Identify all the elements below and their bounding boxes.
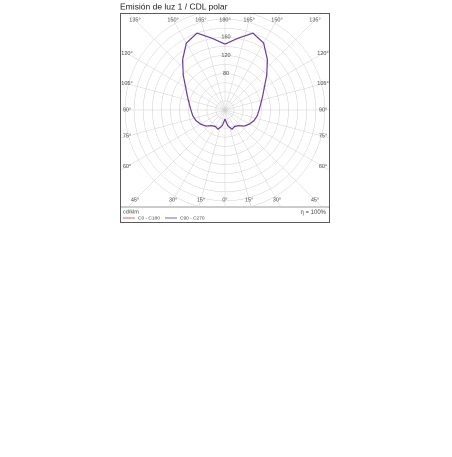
angle-label: 165° <box>195 17 206 23</box>
angle-label: 75° <box>123 134 131 140</box>
angle-label: 15° <box>197 197 205 203</box>
angle-label: 45° <box>131 197 139 203</box>
angle-label: 90° <box>319 107 327 113</box>
r-tick-label: 160 <box>221 35 230 41</box>
angle-label: 165° <box>243 17 254 23</box>
angle-label: 60° <box>123 164 131 170</box>
angle-label: 135° <box>309 17 320 23</box>
polar-grid <box>25 0 425 310</box>
angle-label: 15° <box>245 197 253 203</box>
angle-label: 0° <box>222 197 227 203</box>
angle-label: 120° <box>121 51 132 57</box>
angle-label: 90° <box>123 107 131 113</box>
angle-label: 120° <box>317 51 328 57</box>
angle-label: 105° <box>121 81 132 87</box>
angle-label: 30° <box>273 197 281 203</box>
angle-label: 180° <box>219 17 230 23</box>
angle-label: 105° <box>317 81 328 87</box>
unit-label: cd/klm <box>123 209 139 215</box>
angle-label: 60° <box>319 164 327 170</box>
r-tick-label: 80 <box>223 71 229 77</box>
efficiency-label: η = 100% <box>300 210 326 216</box>
chart-title: Emisión de luz 1 / CDL polar <box>120 1 228 11</box>
angle-label: 30° <box>169 197 177 203</box>
angle-label: 45° <box>311 197 319 203</box>
angle-label: 75° <box>319 134 327 140</box>
r-tick-label: 120 <box>221 53 230 59</box>
legend-label: C0 - C180 <box>138 215 160 221</box>
angle-label: 135° <box>129 17 140 23</box>
legend-label: C90 - C270 <box>180 215 205 221</box>
angle-label: 150° <box>271 17 282 23</box>
angle-label: 150° <box>167 17 178 23</box>
